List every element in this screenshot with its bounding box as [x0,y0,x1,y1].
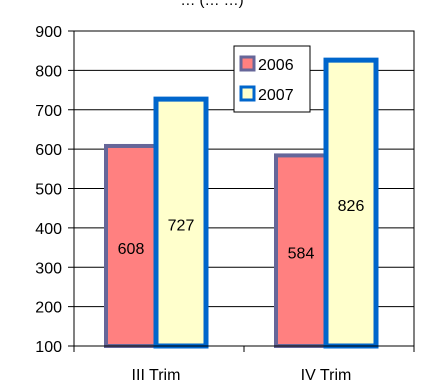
y-tick-label: 900 [35,24,62,41]
legend-label-2007: 2007 [258,87,294,104]
y-tick-label: 700 [35,103,62,120]
data-label: 727 [168,218,195,235]
y-tick-label: 800 [35,63,62,80]
y-axis-ticks: 100 200 300 400 500 600 700 800 900 [35,24,74,356]
legend-swatch-2006 [239,55,256,72]
x-axis-categories: III Trim IV Trim [73,346,415,384]
legend-swatch-2007 [239,85,256,102]
y-tick-label: 100 [35,339,62,356]
y-tick-label: 600 [35,142,62,159]
y-tick-label: 500 [35,182,62,199]
y-tick-label: 400 [35,221,62,238]
chart-title: … (… …) [180,0,243,9]
legend: 2006 2007 [233,45,311,113]
x-category-label: III Trim [132,367,181,384]
y-tick-label: 300 [35,260,62,277]
data-label: 826 [338,198,365,215]
x-category-label: IV Trim [301,367,352,384]
data-label: 584 [288,246,315,263]
data-labels: 608 727 584 826 [118,198,365,263]
y-tick-label: 200 [35,300,62,317]
plot-frame [73,30,415,347]
legend-label-2006: 2006 [258,57,294,74]
data-label: 608 [118,241,145,258]
